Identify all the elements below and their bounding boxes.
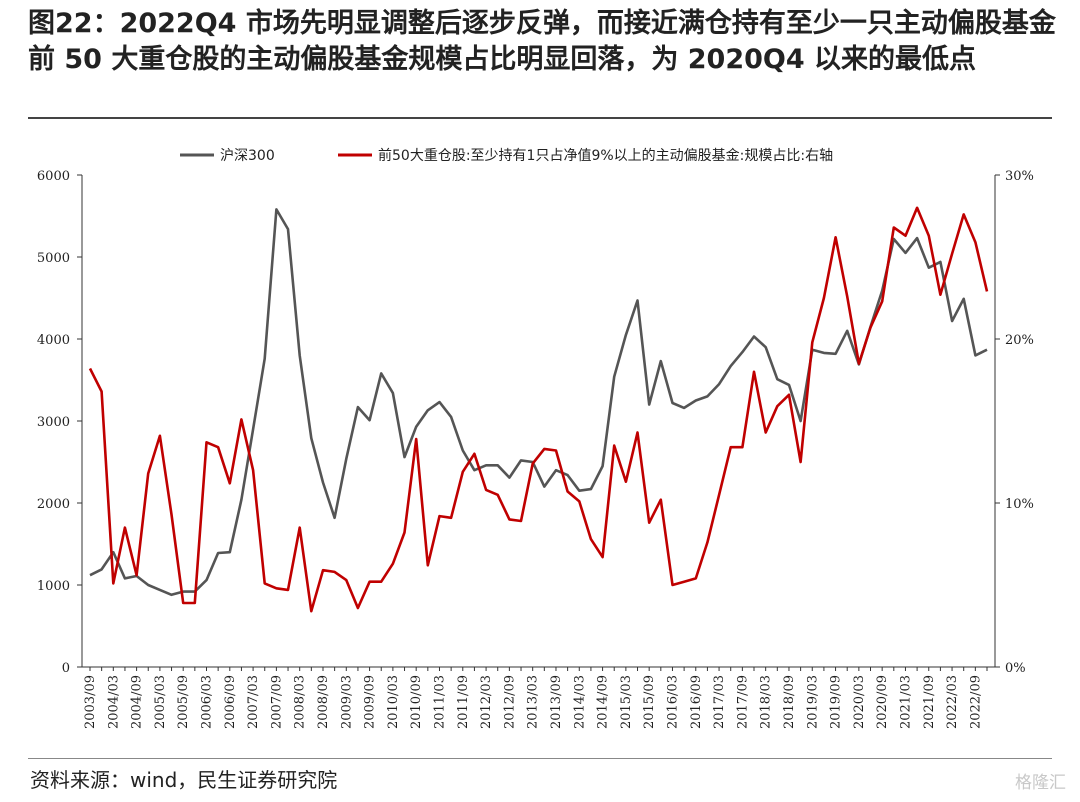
x-tick-label: 2010/09: [409, 675, 424, 729]
x-tick-label: 2007/03: [246, 675, 261, 729]
x-tick-label: 2017/09: [735, 675, 750, 729]
x-tick-label: 2014/09: [596, 675, 611, 729]
x-tick-label: 2015/03: [619, 675, 634, 729]
x-tick-label: 2020/03: [852, 675, 867, 729]
x-tick-label: 2004/03: [106, 675, 121, 729]
x-tick-label: 2019/09: [829, 675, 844, 729]
y-left-tick-label: 5000: [37, 251, 70, 266]
series-line-top50-ratio: [88, 206, 989, 613]
x-tick-label: 2021/09: [922, 675, 937, 729]
page-title: 图22：2022Q4 市场先明显调整后逐步反弹，而接近满仓持有至少一只主动偏股基…: [28, 8, 1056, 75]
title-divider: [28, 117, 1052, 119]
x-tick-label: 2003/09: [83, 675, 98, 729]
y-left-tick-label: 6000: [37, 169, 70, 184]
x-tick-label: 2017/03: [712, 675, 727, 729]
dual-axis-line-chart: 沪深300 前50大重仓股:至少持有1只占净值9%以上的主动偏股基金:规模占比:…: [37, 147, 1034, 729]
x-tick-label: 2005/03: [153, 675, 168, 729]
x-tick-label: 2015/09: [642, 675, 657, 729]
y-left-tick-label: 0: [62, 661, 70, 676]
series-line-hs300: [89, 208, 988, 597]
y-left-tick-label: 3000: [37, 415, 70, 430]
x-tick-label: 2006/09: [223, 675, 238, 729]
y-right-tick-label: 30%: [1005, 169, 1034, 184]
y-left-tick-label: 2000: [37, 497, 70, 512]
x-tick-label: 2013/09: [549, 675, 564, 729]
x-tick-label: 2016/09: [689, 675, 704, 729]
x-tick-label: 2009/03: [339, 675, 354, 729]
x-tick-label: 2004/09: [130, 675, 145, 729]
y-left-tick-label: 1000: [37, 579, 70, 594]
x-tick-label: 2011/03: [432, 675, 447, 729]
x-tick-label: 2018/03: [759, 675, 774, 729]
x-tick-label: 2018/09: [782, 675, 797, 729]
x-tick-label: 2007/09: [269, 675, 284, 729]
x-tick-label: 2005/09: [176, 675, 191, 729]
y-left-tick-label: 4000: [37, 333, 70, 348]
x-tick-label: 2008/03: [293, 675, 308, 729]
y-right-tick-label: 0%: [1005, 661, 1026, 676]
x-tick-label: 2009/09: [363, 675, 378, 729]
x-tick-label: 2020/09: [875, 675, 890, 729]
x-tick-label: 2016/03: [665, 675, 680, 729]
x-tick-label: 2006/03: [199, 675, 214, 729]
axes: 0 1000 2000 3000 4000 5000 6000 0% 10% 20% 30% 2003…: [37, 169, 1034, 729]
source-note: 资料来源：wind，民生证券研究院: [30, 768, 338, 792]
x-tick-label: 2022/09: [968, 675, 983, 729]
series-lines: [88, 206, 989, 613]
x-tick-label: 2019/03: [805, 675, 820, 729]
x-tick-label: 2013/03: [526, 675, 541, 729]
source-divider: [28, 758, 1052, 759]
x-tick-label: 2014/03: [572, 675, 587, 729]
legend-label-series-2: 前50大重仓股:至少持有1只占净值9%以上的主动偏股基金:规模占比:右轴: [378, 147, 833, 164]
legend-label-series-1: 沪深300: [220, 148, 275, 164]
x-tick-label: 2010/03: [386, 675, 401, 729]
x-tick-label: 2012/09: [502, 675, 517, 729]
x-tick-label: 2012/03: [479, 675, 494, 729]
legend: 沪深300 前50大重仓股:至少持有1只占净值9%以上的主动偏股基金:规模占比:…: [180, 147, 833, 164]
x-tick-label: 2008/09: [316, 675, 331, 729]
y-right-tick-label: 20%: [1005, 333, 1034, 348]
x-tick-label: 2011/09: [456, 675, 471, 729]
x-tick-label: 2022/03: [945, 675, 960, 729]
watermark: 格隆汇: [1015, 773, 1066, 793]
y-right-tick-label: 10%: [1005, 497, 1034, 512]
x-tick-label: 2021/03: [898, 675, 913, 729]
